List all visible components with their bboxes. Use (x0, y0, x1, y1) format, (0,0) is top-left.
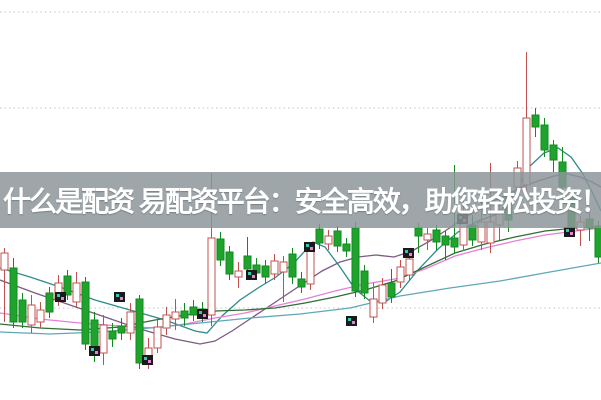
candle-body-down (63, 275, 72, 296)
signal-marker-dot (116, 294, 119, 297)
candle-body-down (45, 292, 54, 313)
ad-banner[interactable]: 什么是配资 易配资平台：安全高效，助您轻松投资！ (0, 172, 601, 228)
candle-body-down (261, 265, 270, 278)
candle-body-down (243, 255, 252, 270)
candle-body-down (315, 228, 324, 244)
signal-marker (142, 355, 153, 365)
signal-marker-dot (57, 294, 60, 297)
candle-body-down (189, 306, 198, 316)
candle-body-down (450, 237, 459, 248)
signal-marker-dot (409, 253, 412, 256)
candle-body-down (225, 251, 234, 275)
candle-body-up (99, 324, 108, 354)
candle-body-down (90, 319, 99, 351)
signal-marker (246, 270, 257, 280)
candle-body-down (117, 325, 126, 334)
candle-body-down (432, 229, 441, 243)
signal-marker-dot (310, 247, 313, 250)
candle-body-up (378, 284, 387, 304)
candle-body-down (441, 235, 450, 246)
candle-body-up (72, 282, 81, 303)
candle-body-up (306, 248, 315, 285)
candle-body-down (360, 270, 369, 294)
signal-marker (89, 346, 100, 356)
ma-pink (0, 227, 601, 329)
signal-marker-dot (91, 348, 94, 351)
candle-body-up (162, 314, 171, 329)
signal-marker-dot (405, 250, 408, 253)
candle-body-up (324, 235, 333, 245)
candle-body-down (342, 243, 351, 252)
candle-body-down (108, 330, 117, 340)
candle-body-down (81, 281, 90, 345)
candle-body-up (207, 237, 216, 316)
candle-body-up (126, 311, 135, 334)
signal-marker-dot (61, 297, 64, 300)
candle-body-down (9, 267, 18, 323)
candle-body-down (549, 144, 558, 161)
signal-marker-dot (95, 351, 98, 354)
signal-marker-dot (199, 311, 202, 314)
signal-marker-dot (120, 297, 123, 300)
candle-body-up (405, 258, 414, 276)
candle-body-up (234, 270, 243, 278)
candle-body-up (279, 261, 288, 273)
signal-marker (114, 292, 125, 302)
candle-body-down (297, 278, 306, 288)
signal-marker-dot (352, 321, 355, 324)
signal-marker (403, 248, 414, 258)
signal-marker (346, 316, 357, 326)
candle-body-up (423, 233, 432, 241)
signal-marker-dot (148, 360, 151, 363)
signal-marker-dot (203, 314, 206, 317)
candle-body-up (0, 252, 9, 271)
candle-body-down (288, 253, 297, 278)
signal-marker-dot (144, 357, 147, 360)
candle-body-down (18, 299, 27, 323)
signal-marker-dot (348, 318, 351, 321)
ad-banner-text: 什么是配资 易配资平台：安全高效，助您轻松投资！ (3, 186, 601, 217)
candle-body-up (171, 311, 180, 320)
ma-dark-green (0, 226, 601, 331)
candle-body-down (594, 225, 601, 258)
signal-marker-dot (570, 232, 573, 235)
signal-marker (564, 227, 575, 237)
candle-body-down (351, 227, 360, 292)
candle-body-up (36, 309, 45, 323)
signal-marker-dot (566, 229, 569, 232)
candle-body-up (369, 298, 378, 318)
candle-body-down (540, 124, 549, 151)
signal-marker (197, 309, 208, 319)
signal-marker-dot (306, 244, 309, 247)
candle-body-down (333, 230, 342, 247)
candle-body-down (216, 238, 225, 261)
candle-body-up (270, 260, 279, 275)
candle-body-down (387, 282, 396, 298)
candle-body-up (153, 326, 162, 349)
signal-marker (304, 242, 315, 252)
signal-marker (55, 292, 66, 302)
candle-body-down (414, 227, 423, 237)
candle-body-down (531, 114, 540, 128)
candle-body-up (27, 304, 36, 326)
signal-marker-dot (248, 272, 251, 275)
candle-body-down (135, 298, 144, 364)
candle-body-down (180, 310, 189, 319)
signal-marker-dot (252, 275, 255, 278)
candle-body-up (396, 266, 405, 283)
